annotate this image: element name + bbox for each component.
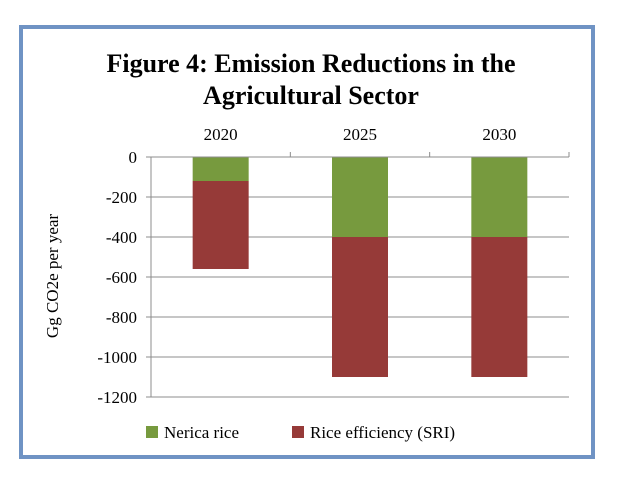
legend: Nerica rice Rice efficiency (SRI) [146, 423, 455, 442]
category-label: 2030 [482, 125, 516, 144]
bar-segment [332, 237, 388, 377]
y-tick-labels: 0 -200 -400 -600 -800 -1000 -1200 [97, 148, 137, 407]
legend-label: Nerica rice [164, 423, 239, 442]
y-tick-label: 0 [129, 148, 138, 167]
bar-segment [471, 237, 528, 377]
bar-segment [332, 157, 388, 237]
chart-title-line-1: Figure 4: Emission Reductions in the [106, 49, 515, 78]
y-axis-label: Gg CO2e per year [43, 214, 62, 338]
category-label: 2020 [204, 125, 238, 144]
legend-swatch [146, 426, 158, 438]
bars [192, 157, 528, 377]
y-tick-label: -200 [106, 188, 137, 207]
y-tick-label: -400 [106, 228, 137, 247]
category-labels: 2020 2025 2030 [204, 125, 517, 144]
category-label: 2025 [343, 125, 377, 144]
bar-segment [192, 181, 249, 269]
y-tick-label: -800 [106, 308, 137, 327]
y-tick-label: -600 [106, 268, 137, 287]
y-tick-label: -1000 [97, 348, 137, 367]
bar-segment [192, 157, 249, 181]
legend-label: Rice efficiency (SRI) [310, 423, 455, 442]
chart-title-line-2: Agricultural Sector [203, 81, 419, 110]
bar-segment [471, 157, 528, 237]
axes [146, 152, 570, 398]
y-tick-label: -1200 [97, 388, 137, 407]
legend-swatch [292, 426, 304, 438]
